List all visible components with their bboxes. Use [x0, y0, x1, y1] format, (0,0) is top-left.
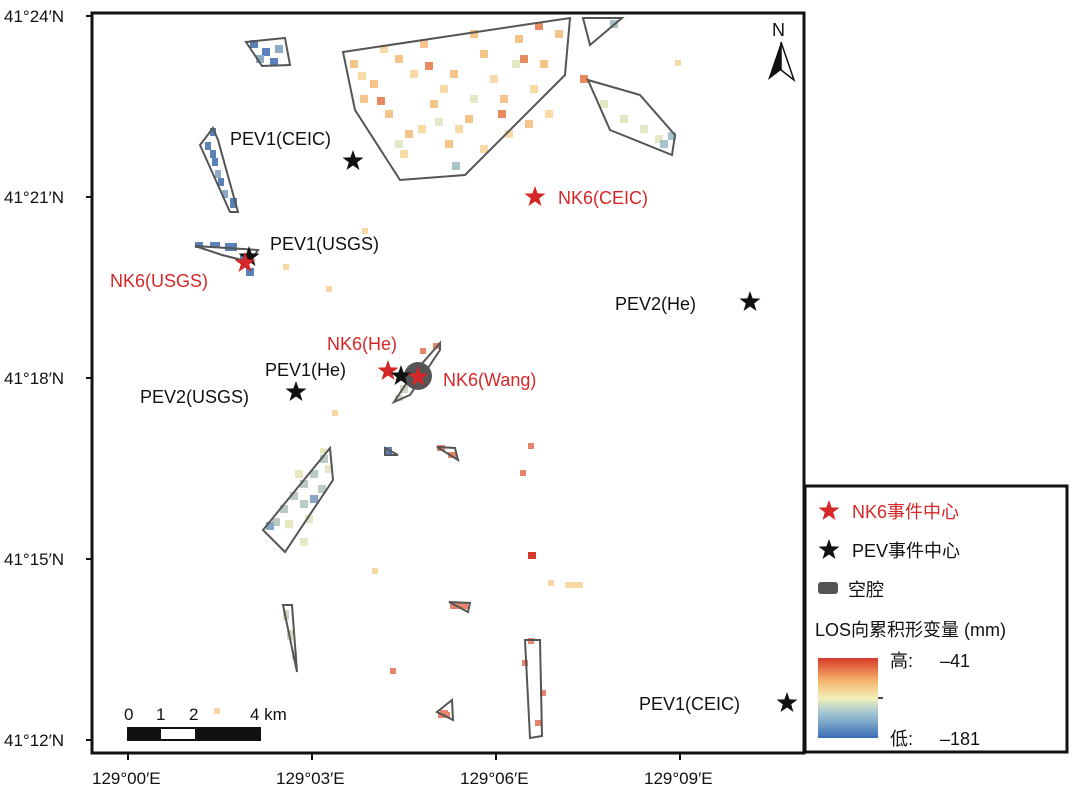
legend-color-ramp [818, 658, 878, 738]
legend-high-value: –41 [940, 651, 970, 671]
label-pev1-ceic-south: PEV1(CEIC) [639, 694, 740, 714]
legend-pev-label: PEV事件中心 [852, 541, 960, 561]
label-nk6-wang: NK6(Wang) [443, 370, 536, 390]
lon-tick-label: 129°06′E [460, 769, 529, 788]
label-nk6-usgs: NK6(USGS) [110, 271, 208, 291]
lon-labels: 129°00′E 129°03′E 129°06′E 129°09′E [92, 769, 713, 788]
lon-tick-label: 129°00′E [92, 769, 161, 788]
axis-ticks [86, 15, 681, 760]
legend-cavity-swatch [818, 582, 838, 594]
label-pev1-he: PEV1(He) [265, 360, 346, 380]
lat-tick-label: 41°12′N [4, 731, 64, 750]
lat-labels: 41°24′N 41°21′N 41°18′N 41°15′N 41°12′N [4, 7, 64, 750]
lon-tick-label: 129°09′E [644, 769, 713, 788]
scale-label-1: 1 [156, 705, 165, 724]
legend-nk6-label: NK6事件中心 [852, 502, 959, 522]
lon-tick-label: 129°03′E [276, 769, 345, 788]
label-nk6-ceic: NK6(CEIC) [558, 188, 648, 208]
lat-tick-label: 41°18′N [4, 369, 64, 388]
legend-low-value: –181 [940, 729, 980, 749]
polygon-outlines [194, 16, 677, 740]
legend-cavity-label: 空腔 [848, 580, 884, 600]
legend-high-label: 高: [890, 651, 913, 671]
lat-tick-label: 41°24′N [4, 7, 64, 26]
map-frame [90, 11, 806, 755]
scale-bar: 0 1 2 4 km [124, 705, 287, 741]
scale-label-2: 2 [189, 705, 198, 724]
scale-label-4km: 4 km [250, 705, 287, 724]
legend-los-title: LOS向累积形变量 (mm) [815, 620, 1006, 640]
north-arrow: N [768, 20, 796, 83]
event-labels: PEV1(CEIC) NK6(CEIC) PEV1(USGS) NK6(USGS… [110, 129, 740, 714]
scale-label-0: 0 [124, 705, 133, 724]
label-pev2-he: PEV2(He) [615, 294, 696, 314]
legend: NK6事件中心 PEV事件中心 空腔 LOS向累积形变量 (mm) 高: –41… [803, 484, 1069, 754]
lat-tick-label: 41°21′N [4, 188, 64, 207]
north-label: N [772, 20, 785, 40]
label-pev1-usgs: PEV1(USGS) [270, 234, 379, 254]
label-nk6-he: NK6(He) [327, 334, 397, 354]
label-pev1-ceic-north: PEV1(CEIC) [230, 129, 331, 149]
lat-tick-label: 41°15′N [4, 550, 64, 569]
legend-low-label: 低: [890, 729, 913, 749]
label-pev2-usgs: PEV2(USGS) [140, 387, 249, 407]
